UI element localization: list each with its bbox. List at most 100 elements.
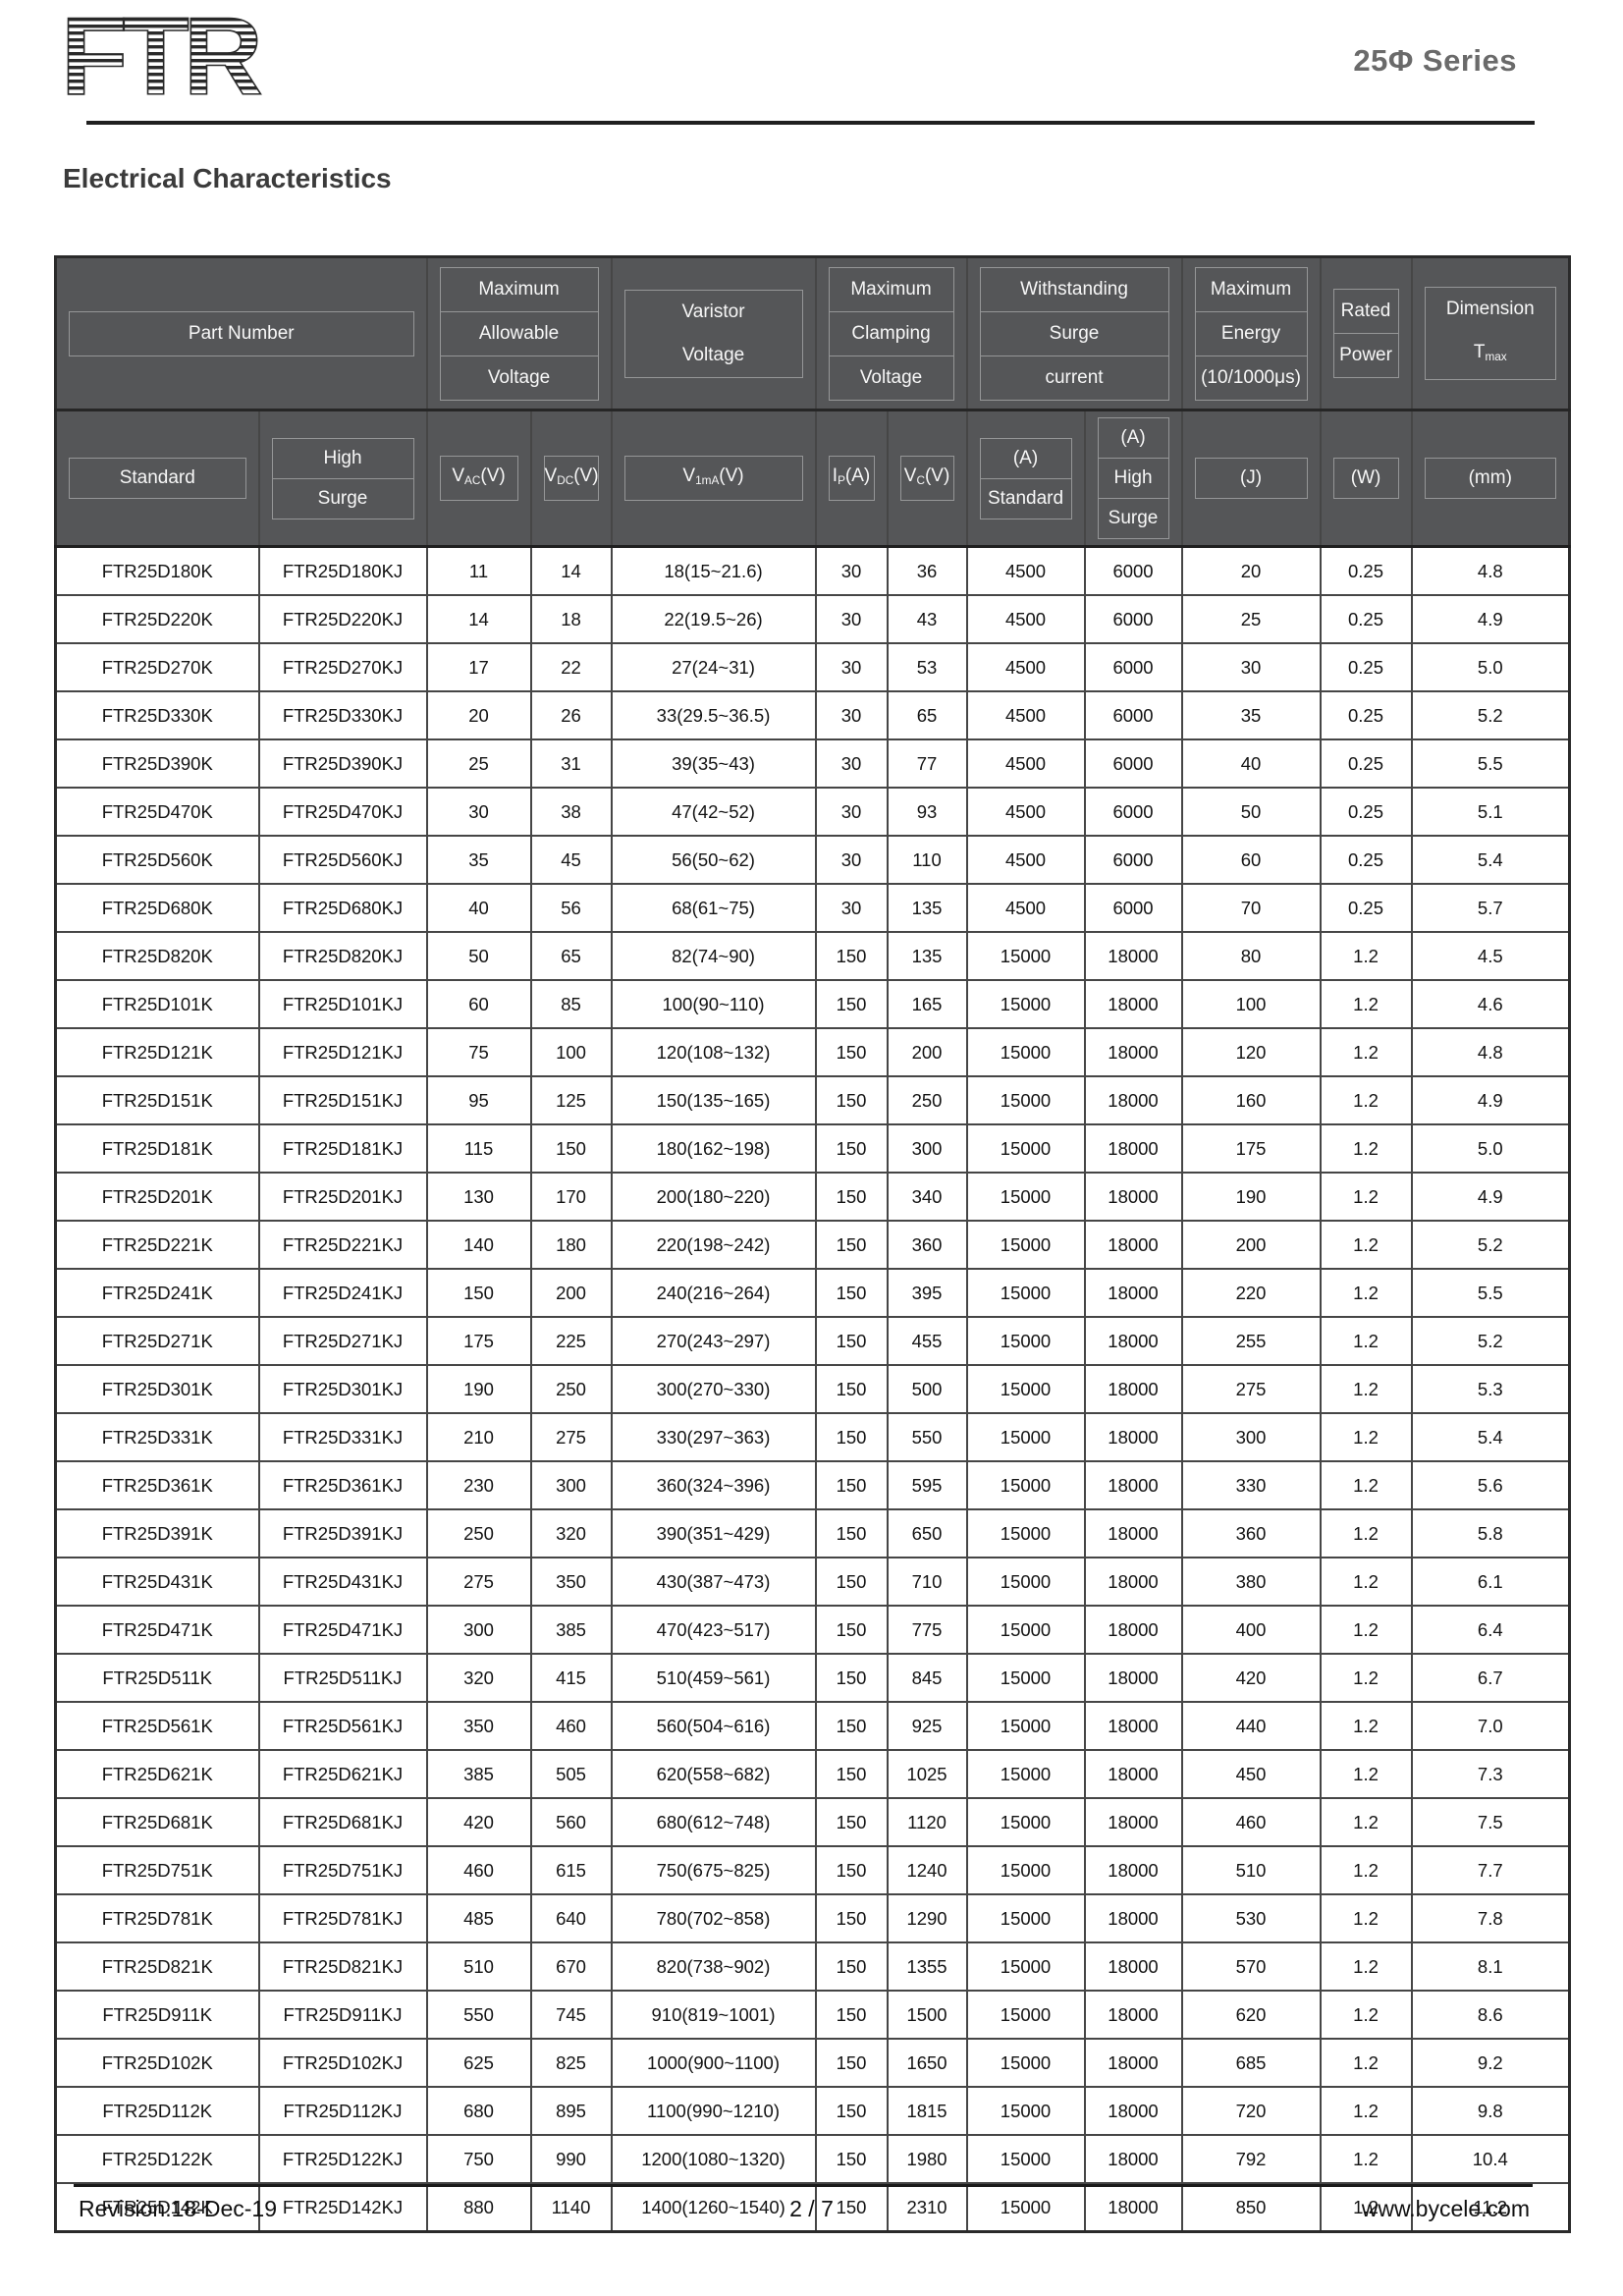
cell-part-standard: FTR25D181K: [54, 1123, 260, 1174]
cell-part-standard: FTR25D681K: [54, 1797, 260, 1847]
col-vc: VC(V): [886, 409, 968, 548]
cell-part-high-surge: FTR25D220KJ: [257, 594, 428, 644]
cell-dimension: 5.2: [1410, 1220, 1571, 1270]
cell-vdc: 180: [529, 1220, 613, 1270]
col-v1ma: V1mA(V): [610, 409, 817, 548]
cell-energy: 160: [1180, 1075, 1322, 1125]
cell-energy: 120: [1180, 1027, 1322, 1077]
cell-vac: 14: [425, 594, 532, 644]
cell-surge-standard: 15000: [965, 2134, 1086, 2184]
hs-line1: High: [323, 447, 362, 468]
cell-surge-high: 6000: [1083, 787, 1183, 837]
cell-vdc: 350: [529, 1557, 613, 1607]
cell-ip: 150: [814, 1653, 889, 1703]
cell-surge-high: 6000: [1083, 690, 1183, 740]
cell-ip: 30: [814, 787, 889, 837]
cell-energy: 25: [1180, 594, 1322, 644]
table-body: FTR25D180K FTR25D180KJ 11 14 18(15~21.6) 30 36…: [54, 545, 1571, 2233]
cell-vc: 1980: [886, 2134, 968, 2184]
cell-vdc: 65: [529, 931, 613, 981]
table-row: FTR25D911K FTR25D911KJ 550 745 910(819~1001)…: [54, 1990, 1571, 2040]
table-row: FTR25D122K FTR25D122KJ 750 990 1200(1080~132…: [54, 2134, 1571, 2184]
cell-part-standard: FTR25D470K: [54, 787, 260, 837]
cell-ip: 150: [814, 1557, 889, 1607]
ahs-line3: Surge: [1098, 498, 1168, 538]
col-ip: IP(A): [814, 409, 889, 548]
cell-part-high-surge: FTR25D221KJ: [257, 1220, 428, 1270]
cell-v1ma: 910(819~1001): [610, 1990, 817, 2040]
cell-vc: 300: [886, 1123, 968, 1174]
cell-ip: 150: [814, 1412, 889, 1462]
cell-energy: 360: [1180, 1508, 1322, 1558]
cell-surge-standard: 15000: [965, 1701, 1086, 1751]
table-row: FTR25D361K FTR25D361KJ 230 300 360(324~396) 1…: [54, 1460, 1571, 1510]
cell-part-standard: FTR25D220K: [54, 594, 260, 644]
cell-vc: 455: [886, 1316, 968, 1366]
cell-surge-high: 18000: [1083, 1220, 1183, 1270]
cell-ip: 150: [814, 1749, 889, 1799]
cell-surge-high: 18000: [1083, 1075, 1183, 1125]
cell-v1ma: 510(459~561): [610, 1653, 817, 1703]
cell-energy: 450: [1180, 1749, 1322, 1799]
v1ma-post: (V): [719, 465, 744, 486]
cell-vdc: 26: [529, 690, 613, 740]
cell-power: 1.2: [1319, 1701, 1413, 1751]
cell-ip: 150: [814, 2038, 889, 2088]
cell-vc: 53: [886, 642, 968, 692]
cell-vac: 550: [425, 1990, 532, 2040]
cell-energy: 510: [1180, 1845, 1322, 1895]
cell-dimension: 9.8: [1410, 2086, 1571, 2136]
cell-part-high-surge: FTR25D781KJ: [257, 1893, 428, 1943]
cell-power: 1.2: [1319, 1268, 1413, 1318]
vc-post: (V): [924, 465, 950, 486]
table-row: FTR25D820K FTR25D820KJ 50 65 82(74~90) 150 135…: [54, 931, 1571, 981]
cell-part-standard: FTR25D330K: [54, 690, 260, 740]
col-group-dimension: Dimension Tmax: [1410, 255, 1571, 411]
cell-surge-standard: 15000: [965, 1460, 1086, 1510]
cell-vc: 395: [886, 1268, 968, 1318]
table-row: FTR25D391K FTR25D391KJ 250 320 390(351~429) 1…: [54, 1508, 1571, 1558]
cell-surge-standard: 15000: [965, 1268, 1086, 1318]
cell-part-standard: FTR25D471K: [54, 1605, 260, 1655]
cell-part-high-surge: FTR25D390KJ: [257, 738, 428, 789]
cell-surge-standard: 4500: [965, 883, 1086, 933]
cell-energy: 40: [1180, 738, 1322, 789]
cell-vc: 1240: [886, 1845, 968, 1895]
cell-part-high-surge: FTR25D431KJ: [257, 1557, 428, 1607]
cell-vc: 93: [886, 787, 968, 837]
cell-surge-standard: 4500: [965, 690, 1086, 740]
cell-surge-standard: 15000: [965, 2086, 1086, 2136]
cell-vac: 420: [425, 1797, 532, 1847]
cell-surge-standard: 15000: [965, 1508, 1086, 1558]
table-row: FTR25D621K FTR25D621KJ 385 505 620(558~682) 1…: [54, 1749, 1571, 1799]
cell-power: 0.25: [1319, 594, 1413, 644]
cell-surge-high: 18000: [1083, 1364, 1183, 1414]
ftr-logo: FTR: [59, 0, 334, 119]
cell-part-high-surge: FTR25D112KJ: [257, 2086, 428, 2136]
cell-vc: 65: [886, 690, 968, 740]
cell-part-high-surge: FTR25D201KJ: [257, 1172, 428, 1222]
cell-power: 0.25: [1319, 690, 1413, 740]
cell-vdc: 22: [529, 642, 613, 692]
table-row: FTR25D561K FTR25D561KJ 350 460 560(504~616) 1…: [54, 1701, 1571, 1751]
table-row: FTR25D781K FTR25D781KJ 485 640 780(702~858) 1…: [54, 1893, 1571, 1943]
v1ma-label: V1mA(V): [625, 457, 802, 501]
wsc-line2: Surge: [980, 310, 1168, 355]
cell-surge-high: 18000: [1083, 2182, 1183, 2233]
cell-part-standard: FTR25D390K: [54, 738, 260, 789]
cell-vc: 1355: [886, 1941, 968, 1992]
vv-line1: Varistor: [681, 301, 745, 322]
cell-vac: 350: [425, 1701, 532, 1751]
cell-v1ma: 120(108~132): [610, 1027, 817, 1077]
cell-surge-standard: 15000: [965, 1797, 1086, 1847]
ftr-logo-icon: FTR: [60, 0, 267, 119]
cell-surge-high: 6000: [1083, 642, 1183, 692]
cell-dimension: 5.8: [1410, 1508, 1571, 1558]
vac-post: (V): [480, 465, 506, 486]
cell-v1ma: 56(50~62): [610, 835, 817, 885]
cell-dimension: 6.7: [1410, 1653, 1571, 1703]
col-group-part-number: Part Number: [54, 255, 428, 411]
col-group-rated-power: Rated Power: [1319, 255, 1413, 411]
table-row: FTR25D112K FTR25D112KJ 680 895 1100(990~1210…: [54, 2086, 1571, 2136]
cell-vc: 845: [886, 1653, 968, 1703]
